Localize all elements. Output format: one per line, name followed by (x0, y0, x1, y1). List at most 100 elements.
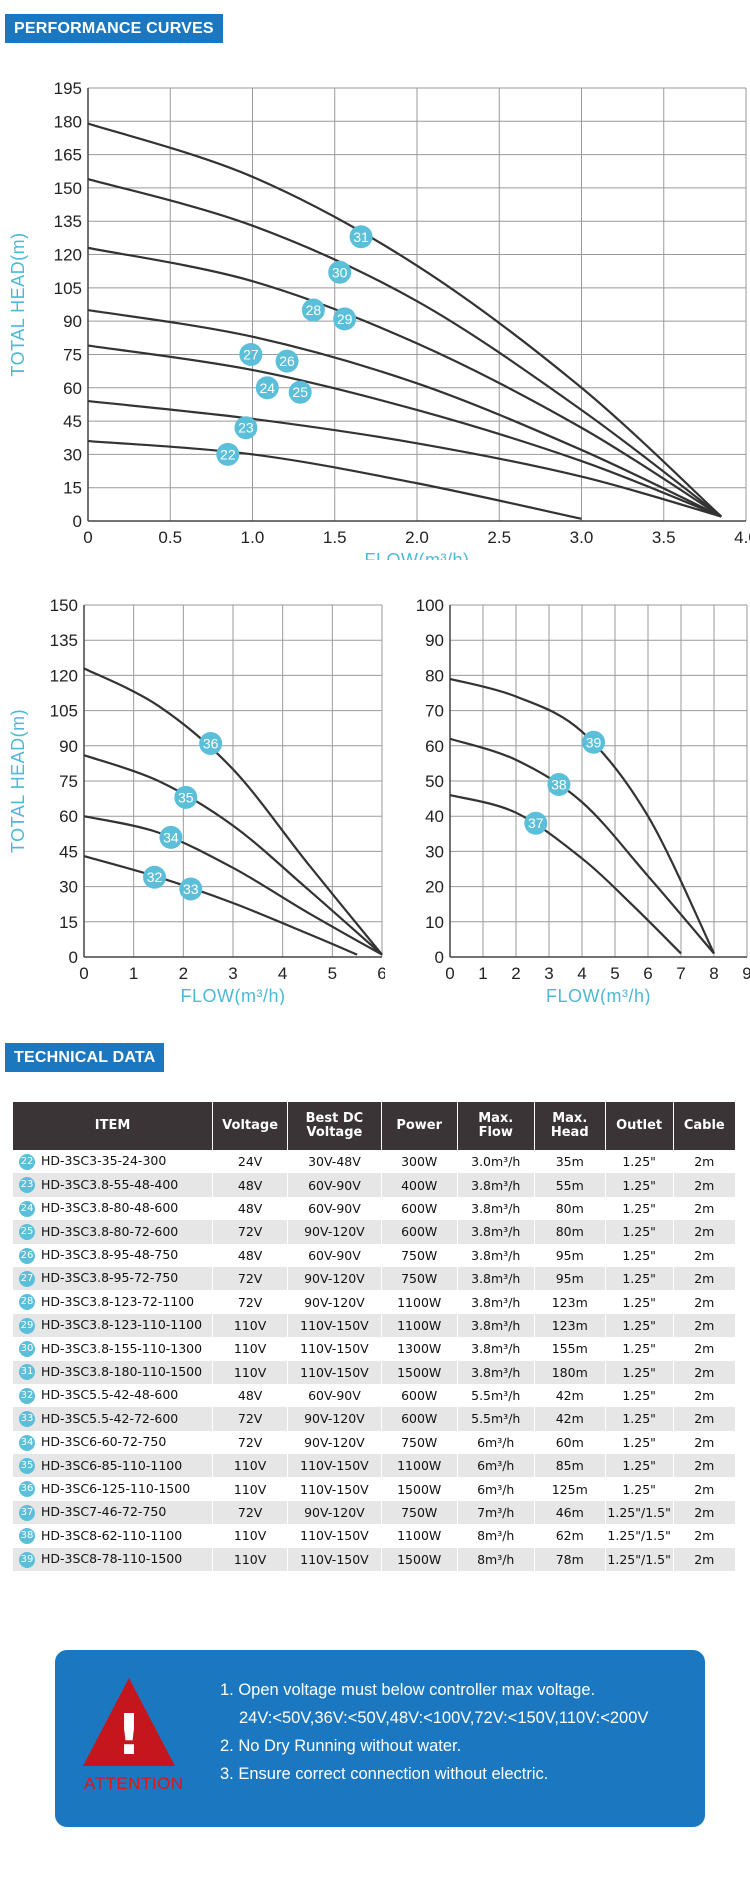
cell-voltage: 48V (212, 1173, 289, 1197)
curve-label-26: 26 (279, 353, 295, 369)
curve-line-38 (449, 737, 715, 955)
model-name: HD-3SC6-125-110-1500 (41, 1480, 191, 1496)
cell-outlet: 1.25" (605, 1150, 674, 1174)
cell-best-dc-voltage: 90V-120V (287, 1430, 382, 1455)
curve-badge-22 (216, 442, 240, 466)
y-tick-label: 90 (425, 631, 444, 650)
notice-item-1-detail: 24V:<50V,36V:<50V,48V:<100V,72V:<150V,11… (239, 1709, 649, 1727)
cell-max-head: 42m (534, 1383, 606, 1408)
y-tick-label: 135 (54, 212, 82, 231)
cell-outlet: 1.25" (605, 1430, 674, 1455)
cell-cable: 2m (694, 1434, 715, 1450)
cell-voltage: 24V (212, 1150, 289, 1174)
y-tick-label: 30 (63, 445, 82, 464)
curve-number-badge: 30 (19, 1341, 35, 1358)
curve-label-28: 28 (306, 302, 322, 318)
cell-item: 29 HD-3SC3.8-123-110-1100 (13, 1313, 214, 1338)
cell-item: 35 HD-3SC6-85-110-1100 (13, 1454, 214, 1478)
y-tick-label: 150 (50, 596, 78, 615)
curve-line-30 (87, 177, 722, 518)
cell-voltage: 110V (212, 1547, 289, 1572)
cell-max-head: 78m (534, 1547, 606, 1572)
curve-number-badge: 26 (19, 1247, 35, 1264)
y-axis-title: TOTAL HEAD(m) (8, 232, 28, 376)
model-name: HD-3SC3.8-55-48-400 (41, 1176, 179, 1192)
cell-item: 23 HD-3SC3.8-55-48-400 (13, 1173, 214, 1197)
table-row: 30 HD-3SC3.8-155-110-1300 110V 110V-150V 130… (13, 1337, 735, 1361)
cell-max-head: 95m (534, 1266, 606, 1291)
warning-triangle-icon: ! (83, 1678, 175, 1768)
curve-label-24: 24 (260, 380, 276, 396)
table-row: 33 HD-3SC5.5-42-72-600 72V 90V-120V 600W 5.5m… (13, 1407, 735, 1431)
curve-number-badge: 23 (19, 1177, 35, 1194)
cell-best-dc-voltage: 110V-150V (287, 1360, 382, 1384)
table-row: 35 HD-3SC6-85-110-1100 110V 110V-150V 1100W 6… (13, 1454, 735, 1478)
cell-best-dc-voltage: 90V-120V (287, 1407, 382, 1431)
cell-max-head: 123m (534, 1290, 606, 1314)
curve-number-badge: 34 (19, 1434, 35, 1451)
cell-max-flow: 5.5m³/h (457, 1383, 535, 1408)
model-name: HD-3SC5.5-42-48-600 (41, 1387, 179, 1403)
cell-max-head: 125m (534, 1477, 606, 1501)
y-tick-label: 60 (425, 737, 444, 756)
chart-small-left: 0 1 2 3 4 5 60153045607590105120135150FLOW(m³/… (8, 596, 385, 1005)
cell-power: 750W (381, 1500, 458, 1525)
curve-badge-25 (288, 380, 312, 404)
curve-number-badge: 36 (19, 1481, 35, 1498)
y-tick-label: 75 (59, 772, 78, 791)
curve-line-23 (87, 399, 722, 518)
cell-max-flow: 3.8m³/h (457, 1290, 535, 1314)
model-name: HD-3SC8-62-110-1100 (41, 1527, 183, 1543)
model-name: HD-3SC6-60-72-750 (41, 1434, 167, 1450)
cell-item: 25 HD-3SC3.8-80-72-600 (13, 1220, 214, 1244)
curve-badge-26 (275, 349, 299, 373)
cell-cable: 2m (673, 1313, 735, 1338)
notice-item-2: 2. No Dry Running without water. (220, 1737, 462, 1755)
y-tick-label: 45 (59, 842, 78, 861)
cell-max-head: 85m (534, 1454, 606, 1478)
cell-outlet: 1.25" (605, 1243, 674, 1267)
cell-power: 600W (381, 1407, 458, 1431)
curve-badge-36 (199, 731, 223, 755)
cell-power: 1100W (381, 1454, 458, 1478)
cell-max-flow: 3.8m³/h (457, 1196, 535, 1221)
curve-line-35 (83, 754, 383, 956)
x-tick-label: 5 (610, 964, 619, 983)
cell-best-dc-voltage: 60V-90V (287, 1243, 382, 1267)
cell-best-dc-voltage: 110V-150V (287, 1524, 382, 1548)
cell-max-head: 180m (534, 1360, 606, 1384)
cell-max-head: 80m (534, 1196, 606, 1221)
y-tick-label: 60 (63, 379, 82, 398)
cell-power: 1500W (381, 1360, 458, 1384)
x-tick-label: 0.5 (158, 528, 182, 547)
curve-badge-23 (234, 416, 258, 440)
cell-cable: 2m (694, 1388, 715, 1404)
chart-small-right: 0 1 2 3 4 5 6 7 8 90102030405060708090100FLOW(m³/… (416, 596, 750, 1005)
y-tick-label: 30 (59, 878, 78, 897)
cell-outlet: 1.25" (605, 1383, 674, 1408)
table-row: 22 HD-3SC3-35-24-300 24V 30V-48V 300W 3.0m³/h… (13, 1150, 735, 1174)
x-tick-label: 1 (129, 964, 138, 983)
cell-outlet: 1.25" (605, 1454, 674, 1478)
cell-power: 1100W (381, 1524, 458, 1548)
exclamation-glyph: ! (116, 1703, 142, 1768)
curve-label-27: 27 (243, 346, 259, 362)
cell-max-flow: 6m³/h (457, 1454, 535, 1478)
cell-voltage: 110V (212, 1360, 289, 1384)
x-tick-label: 3 (544, 964, 553, 983)
cell-cable: 2m (673, 1454, 735, 1478)
cell-max-head: 35m (534, 1150, 606, 1174)
cell-item: 37 HD-3SC7-46-72-750 (13, 1500, 214, 1525)
y-tick-label: 0 (435, 948, 444, 967)
cell-outlet: 1.25" (605, 1220, 674, 1244)
curve-badge-39 (582, 730, 606, 754)
cell-max-head: 95m (534, 1243, 606, 1267)
table-row: 34 HD-3SC6-60-72-750 72V 90V-120V 750W 6m³/h 6… (13, 1430, 735, 1455)
table-row: 31 HD-3SC3.8-180-110-1500 110V 110V-150V 150… (13, 1360, 735, 1384)
curve-label-23: 23 (238, 420, 254, 436)
cell-outlet: 1.25" (605, 1196, 674, 1221)
cell-voltage: 72V (212, 1220, 289, 1244)
cell-item: 38 HD-3SC8-62-110-1100 (13, 1524, 214, 1548)
cell-best-dc-voltage: 90V-120V (287, 1220, 382, 1244)
cell-item: 28 HD-3SC3.8-123-72-1100 (13, 1290, 214, 1314)
